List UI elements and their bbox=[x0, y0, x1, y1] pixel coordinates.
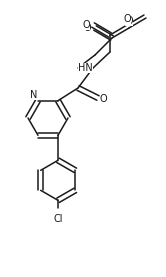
Text: O: O bbox=[123, 14, 131, 24]
Text: O: O bbox=[125, 16, 133, 26]
Text: O: O bbox=[82, 20, 90, 30]
Text: HN: HN bbox=[78, 63, 93, 73]
Text: O: O bbox=[83, 23, 91, 33]
Text: O: O bbox=[100, 94, 108, 104]
Text: Cl: Cl bbox=[53, 214, 63, 224]
Text: N: N bbox=[30, 90, 37, 100]
